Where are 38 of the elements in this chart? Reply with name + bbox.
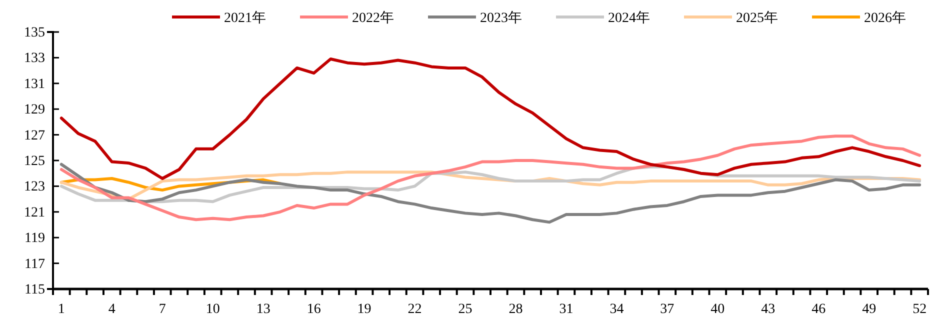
x-tick-label: 22 [408, 302, 422, 317]
x-tick-label: 37 [660, 302, 674, 317]
y-tick-label: 133 [24, 51, 45, 66]
y-tick-label: 123 [24, 180, 45, 195]
y-tick-label: 115 [24, 282, 45, 298]
line-series [60, 134, 922, 222]
y-tick-label: 127 [24, 128, 45, 144]
x-tick-label: 10 [206, 302, 220, 317]
x-tick-label: 43 [761, 302, 776, 317]
y-tick-label: 121 [24, 205, 45, 220]
x-tick-label: 19 [357, 302, 372, 317]
line-series [60, 57, 922, 180]
y-tick-label: 131 [24, 76, 45, 92]
x-tick-label: 46 [812, 302, 826, 317]
y-tick-label: 117 [24, 256, 45, 272]
x-tick-label: 34 [610, 302, 624, 317]
x-tick-label: 52 [912, 302, 927, 317]
x-tick-label: 49 [862, 302, 876, 317]
x-tick-label: 28 [508, 302, 523, 317]
y-tick-label: 119 [24, 231, 45, 246]
legend-label: 2025年 [736, 10, 778, 26]
y-tick-label: 129 [24, 102, 45, 118]
legend-label: 2023年 [480, 10, 522, 26]
legend-label: 2026年 [864, 10, 906, 26]
x-tick-label: 40 [710, 302, 725, 317]
x-tick-label: 25 [458, 302, 472, 317]
legend-label: 2021年 [224, 10, 266, 26]
x-tick-label: 7 [158, 302, 166, 317]
y-tick-label: 125 [24, 154, 45, 169]
x-tick-label: 16 [306, 302, 321, 317]
line-series [60, 162, 922, 224]
x-tick-label: 31 [559, 302, 574, 317]
legend-label: 2024年 [608, 10, 650, 26]
x-tick-label: 13 [256, 302, 270, 317]
x-tick-label: 1 [58, 302, 65, 317]
x-tick-label: 4 [108, 302, 116, 317]
y-tick-label: 135 [24, 25, 45, 40]
legend-label: 2022年 [352, 10, 394, 26]
